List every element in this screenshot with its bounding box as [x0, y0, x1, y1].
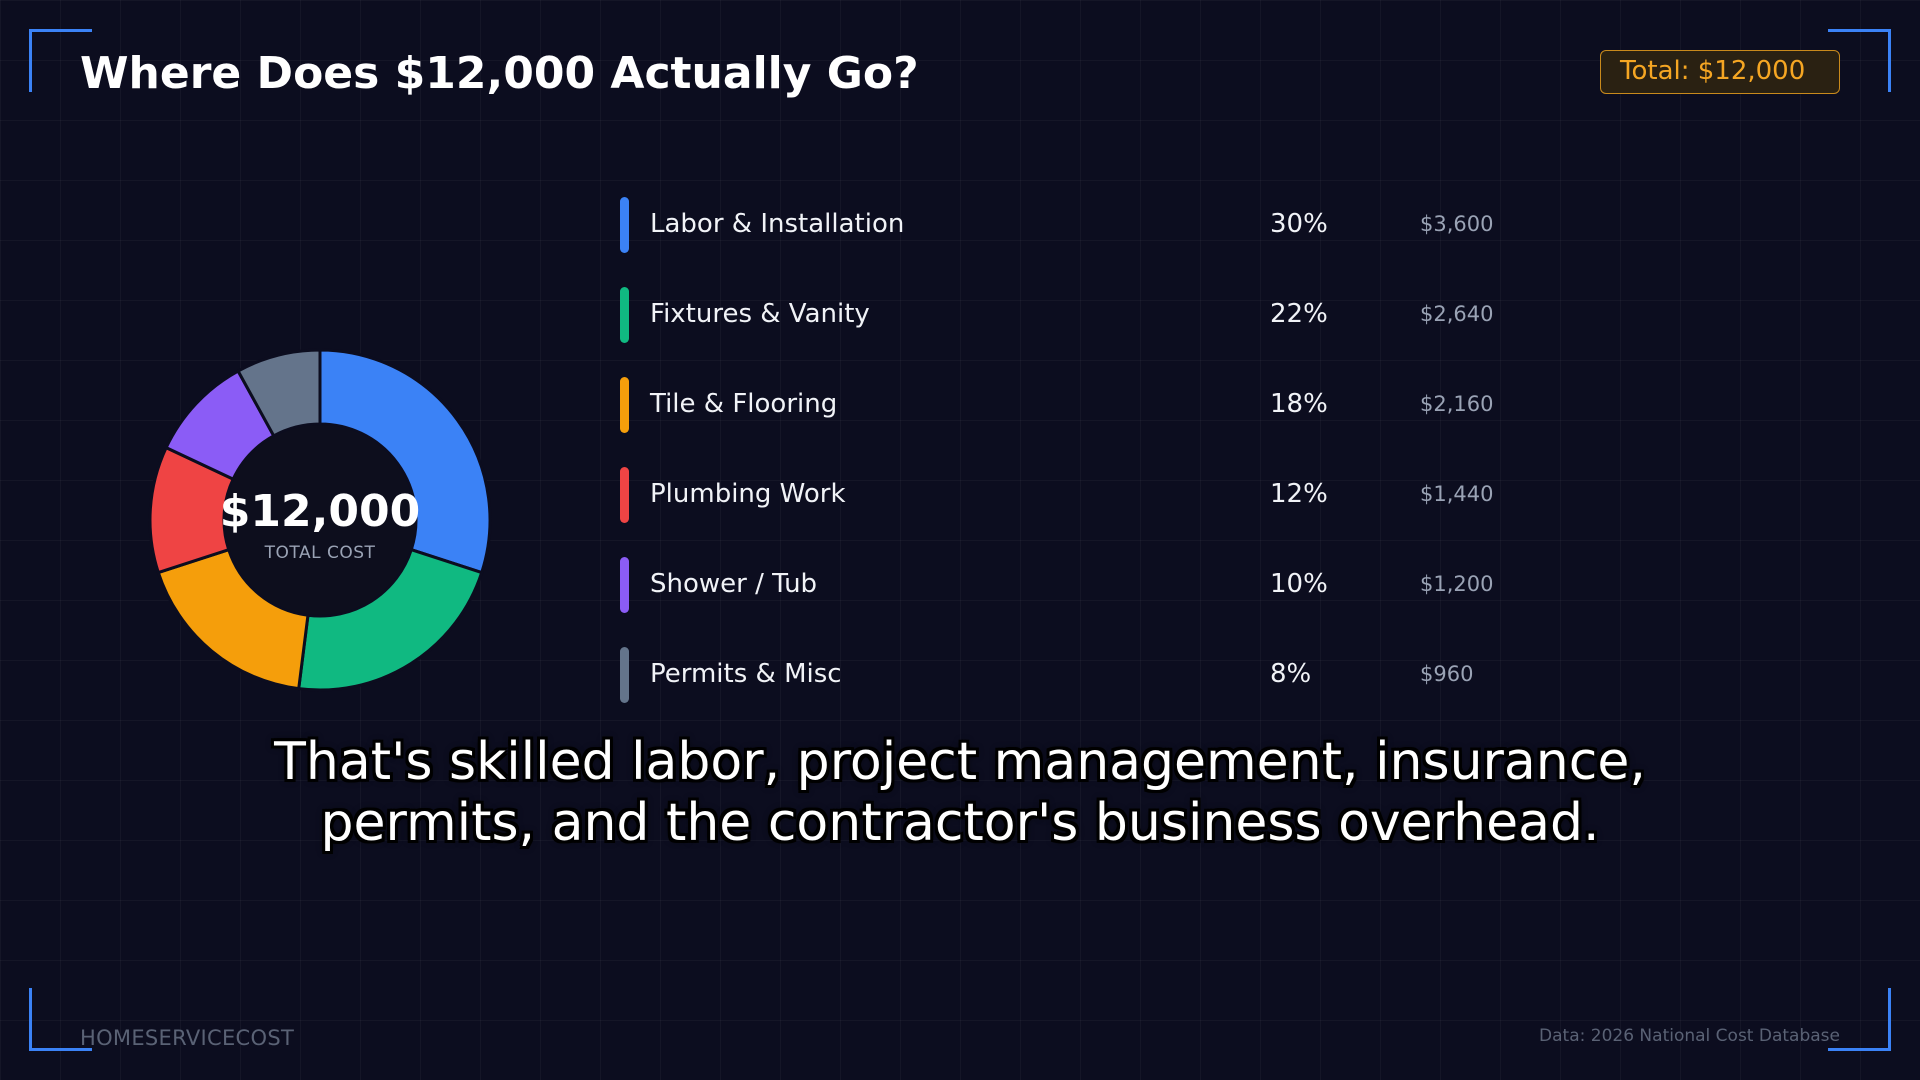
legend-amount: $2,640: [1420, 302, 1494, 326]
legend-label: Plumbing Work: [650, 479, 846, 509]
legend-color-bar: [620, 377, 629, 433]
donut-slice-fixtures-vanity: [297, 547, 484, 692]
legend-percent: 22%: [1270, 299, 1328, 329]
frame-corner-top-right: [1828, 29, 1891, 92]
page-title: Where Does $12,000 Actually Go?: [80, 48, 919, 99]
legend-amount: $1,440: [1420, 482, 1494, 506]
donut-chart: [148, 348, 492, 692]
donut-center-label: TOTAL COST: [264, 543, 376, 563]
subtitle-caption: That's skilled labor, project management…: [160, 732, 1760, 854]
legend-amount: $1,200: [1420, 572, 1494, 596]
legend-percent: 30%: [1270, 209, 1328, 239]
legend-color-bar: [620, 197, 629, 253]
total-badge: Total: $12,000: [1600, 50, 1840, 94]
frame-corner-bottom-right: [1828, 988, 1891, 1051]
legend-item: Labor & Installation 30% $3,600: [620, 195, 1520, 255]
donut-slice-permits-misc: [236, 348, 322, 438]
legend-item: Tile & Flooring 18% $2,160: [620, 375, 1520, 435]
data-source: Data: 2026 National Cost Database: [1539, 1026, 1840, 1046]
legend-percent: 10%: [1270, 569, 1328, 599]
legend-item: Shower / Tub 10% $1,200: [620, 555, 1520, 615]
legend-amount: $2,160: [1420, 392, 1494, 416]
legend-color-bar: [620, 557, 629, 613]
legend-label: Fixtures & Vanity: [650, 299, 870, 329]
caption-line: That's skilled labor, project management…: [274, 732, 1646, 792]
legend-item: Plumbing Work 12% $1,440: [620, 465, 1520, 525]
legend-color-bar: [620, 467, 629, 523]
legend-item: Permits & Misc 8% $960: [620, 645, 1520, 705]
legend-percent: 12%: [1270, 479, 1328, 509]
legend-label: Permits & Misc: [650, 659, 842, 689]
legend-label: Tile & Flooring: [650, 389, 838, 419]
legend-color-bar: [620, 287, 629, 343]
donut-hole: [225, 425, 415, 615]
legend-label: Shower / Tub: [650, 569, 818, 599]
legend-amount: $3,600: [1420, 212, 1494, 236]
caption-line: permits, and the contractor's business o…: [320, 793, 1600, 853]
frame-corner-bottom-left: [29, 988, 92, 1051]
legend-item: Fixtures & Vanity 22% $2,640: [620, 285, 1520, 345]
donut-slice-labor-installation: [318, 348, 492, 575]
donut-center-value: $12,000: [219, 486, 421, 537]
frame-corner-top-left: [29, 29, 92, 92]
legend-amount: $960: [1420, 662, 1474, 686]
legend-percent: 18%: [1270, 389, 1328, 419]
legend-color-bar: [620, 647, 629, 703]
brand-logo-text: HOMESERVICECOST: [80, 1026, 295, 1050]
legend-percent: 8%: [1270, 659, 1312, 689]
legend-label: Labor & Installation: [650, 209, 905, 239]
